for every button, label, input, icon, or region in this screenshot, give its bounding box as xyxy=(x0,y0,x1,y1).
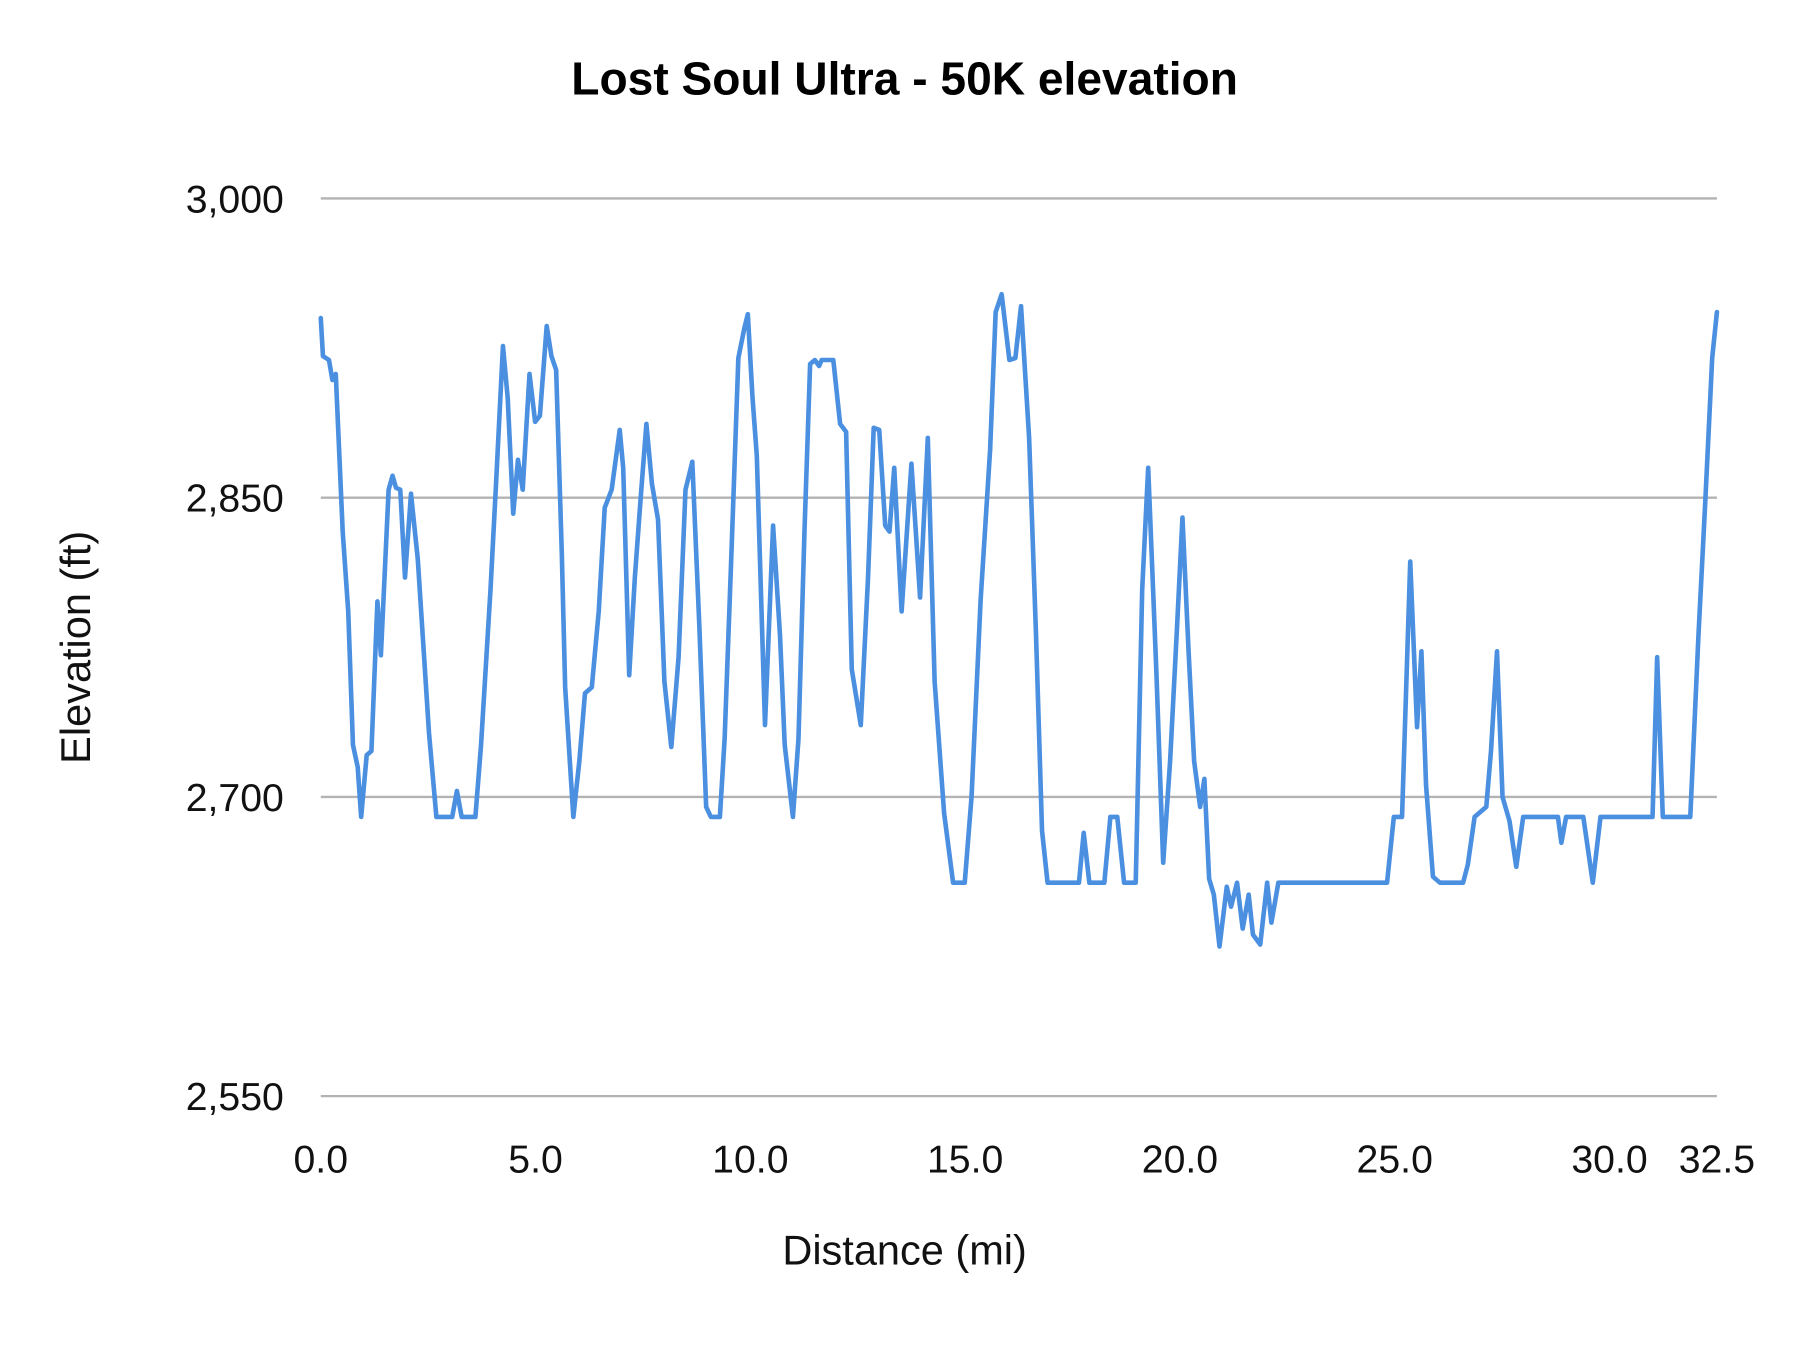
y-axis-ticks: 2,550 2,700 2,850 3,000 xyxy=(186,177,284,1119)
y-axis-title: Elevation (ft) xyxy=(52,531,99,764)
x-tick-label: 25.0 xyxy=(1357,1137,1433,1181)
y-tick-label: 2,700 xyxy=(186,776,284,820)
y-tick-label: 2,550 xyxy=(186,1075,284,1119)
x-tick-label: 32.5 xyxy=(1679,1137,1755,1181)
x-tick-label: 10.0 xyxy=(712,1137,788,1181)
x-tick-label: 20.0 xyxy=(1142,1137,1218,1181)
chart-title: Lost Soul Ultra - 50K elevation xyxy=(571,53,1238,105)
x-axis-title: Distance (mi) xyxy=(782,1227,1027,1274)
x-tick-label: 30.0 xyxy=(1571,1137,1647,1181)
y-tick-label: 2,850 xyxy=(186,477,284,521)
x-axis-ticks: 0.0 5.0 10.0 15.0 20.0 25.0 30.0 32.5 xyxy=(294,1137,1756,1181)
y-tick-label: 3,000 xyxy=(186,177,284,221)
x-tick-label: 15.0 xyxy=(927,1137,1003,1181)
x-tick-label: 0.0 xyxy=(294,1137,349,1181)
elevation-line xyxy=(318,291,1720,949)
gridlines xyxy=(320,197,1717,1098)
x-tick-label: 5.0 xyxy=(508,1137,563,1181)
